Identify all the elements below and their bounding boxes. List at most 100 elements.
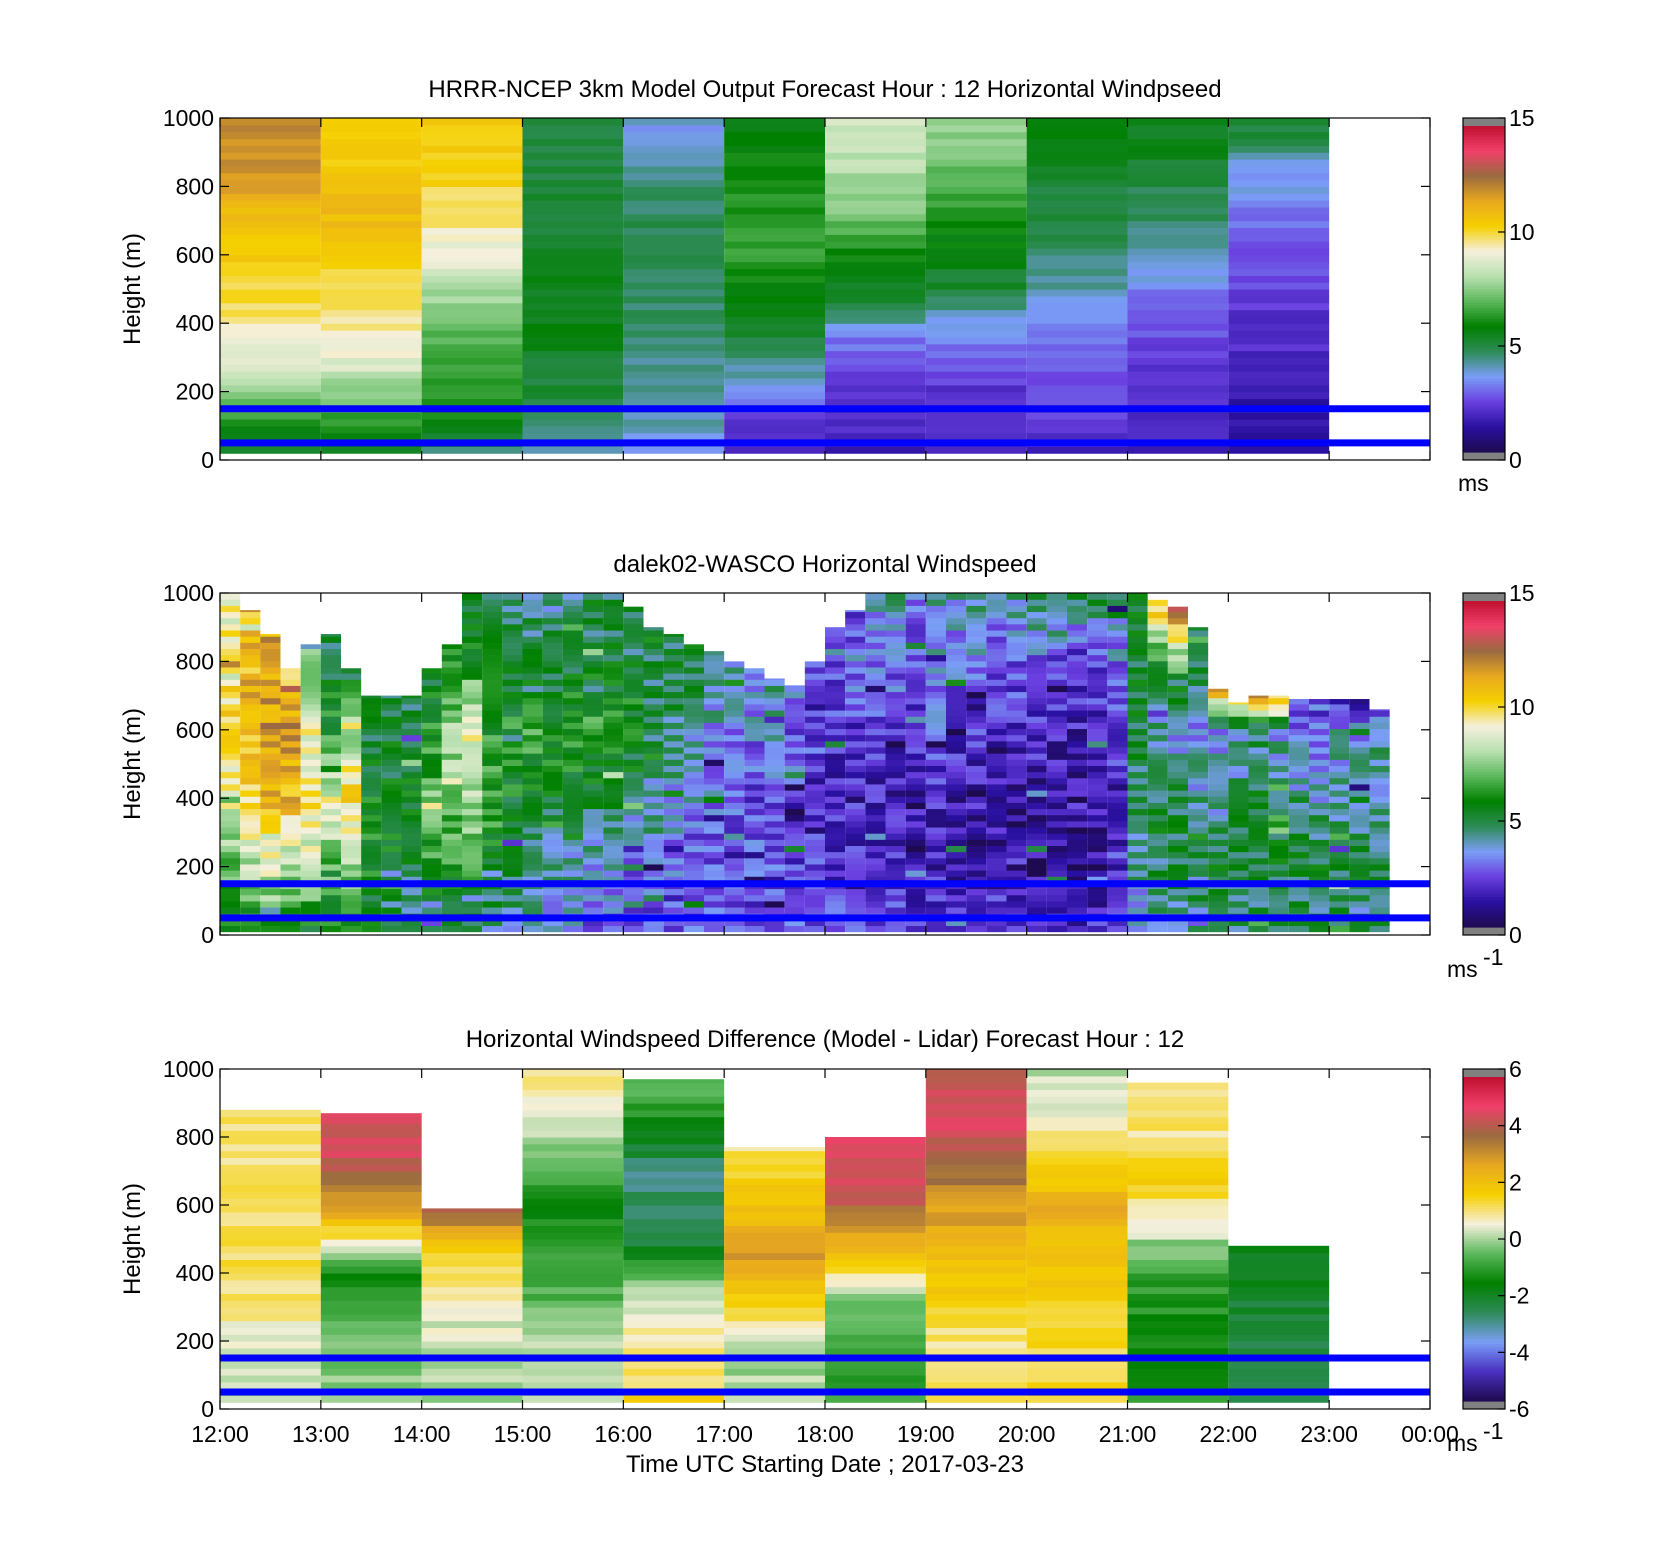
heatmap-cell: [320, 1307, 422, 1315]
heatmap-cell: [220, 919, 241, 927]
heatmap-cell: [724, 673, 745, 680]
heatmap-cell: [1228, 1375, 1330, 1383]
heatmap-cell: [825, 925, 846, 933]
heatmap-cell: [623, 418, 725, 427]
heatmap-cell: [1026, 1300, 1128, 1308]
heatmap-cell: [603, 623, 624, 631]
y-tick-label: 400: [176, 310, 214, 336]
heatmap-cell: [462, 740, 483, 748]
heatmap-cell: [905, 900, 926, 908]
heatmap-cell: [583, 648, 604, 656]
heatmap-cell: [260, 814, 281, 822]
colorbar-swatch: [1463, 1217, 1505, 1221]
colorbar-swatch: [1463, 308, 1505, 312]
heatmap-column: [1309, 699, 1330, 933]
heatmap-cell: [885, 894, 906, 902]
heatmap-cell: [885, 697, 906, 705]
heatmap-cell: [1127, 1184, 1229, 1192]
heatmap-column: [1329, 699, 1350, 933]
heatmap-cell: [482, 629, 503, 637]
heatmap-cell: [925, 172, 1027, 181]
heatmap-cell: [885, 623, 906, 631]
heatmap-cell: [562, 826, 583, 834]
heatmap-cell: [946, 839, 967, 846]
heatmap-cell: [1107, 660, 1128, 668]
heatmap-cell: [1087, 839, 1108, 846]
heatmap-cell: [1127, 336, 1229, 345]
heatmap-cell: [522, 418, 624, 427]
heatmap-cell: [260, 709, 281, 717]
heatmap-cell: [320, 1123, 422, 1131]
heatmap-cell: [603, 765, 624, 773]
heatmap-cell: [1248, 851, 1269, 859]
heatmap-cell: [260, 636, 281, 643]
heatmap-cell: [623, 783, 644, 791]
heatmap-cell: [865, 796, 886, 803]
colorbar-swatch: [1463, 658, 1505, 662]
heatmap-cell: [522, 660, 543, 668]
heatmap-cell: [260, 634, 281, 637]
heatmap-cell: [623, 876, 644, 883]
heatmap-cell: [1026, 282, 1128, 290]
heatmap-cell: [1167, 826, 1188, 834]
colorbar-swatch: [1463, 430, 1505, 434]
heatmap-cell: [1026, 894, 1047, 902]
heatmap-cell: [865, 679, 886, 686]
heatmap-cell: [946, 900, 967, 908]
heatmap-cell: [845, 642, 866, 650]
heatmap-cell: [1167, 900, 1188, 908]
heatmap-cell: [1167, 648, 1188, 656]
heatmap-cell: [845, 629, 866, 637]
heatmap-cell: [1248, 777, 1269, 785]
heatmap-cell: [260, 679, 281, 686]
heatmap-cell: [1369, 826, 1390, 834]
heatmap-cell: [905, 685, 926, 693]
heatmap-cell: [1087, 919, 1108, 927]
heatmap-cell: [1208, 728, 1229, 736]
heatmap-cell: [603, 654, 624, 662]
heatmap-cell: [240, 925, 261, 933]
heatmap-cell: [1268, 906, 1289, 914]
heatmap-cell: [704, 753, 725, 760]
heatmap-cell: [462, 636, 483, 643]
heatmap-cell: [1147, 642, 1168, 650]
heatmap-cell: [925, 309, 1027, 317]
heatmap-cell: [1046, 783, 1067, 791]
heatmap-cell: [1127, 1347, 1229, 1356]
heatmap-cell: [1309, 796, 1330, 803]
heatmap-cell: [1208, 876, 1229, 883]
heatmap-cell: [744, 925, 765, 933]
heatmap-cell: [1369, 740, 1390, 748]
heatmap-cell: [744, 691, 765, 699]
heatmap-cell: [1067, 642, 1088, 650]
heatmap-cell: [925, 666, 946, 674]
heatmap-cell: [1107, 765, 1128, 773]
heatmap-cell: [865, 900, 886, 908]
heatmap-cell: [1127, 124, 1229, 133]
heatmap-cell: [542, 709, 563, 717]
heatmap-cell: [986, 870, 1007, 877]
heatmap-cell: [1127, 398, 1229, 406]
colorbar-swatch: [1463, 1349, 1505, 1353]
heatmap-cell: [825, 629, 846, 637]
heatmap-cell: [220, 206, 321, 215]
heatmap-cell: [623, 186, 725, 194]
heatmap-cell: [421, 357, 523, 365]
heatmap-cell: [643, 845, 664, 853]
heatmap-cell: [401, 777, 422, 785]
colorbar-swatch: [1463, 335, 1505, 339]
heatmap-cell: [603, 685, 624, 693]
heatmap-cell: [280, 826, 301, 834]
heatmap-cell: [401, 709, 422, 717]
heatmap-cell: [1329, 814, 1350, 822]
colorbar-swatch: [1463, 1239, 1505, 1243]
colorbar-swatch: [1463, 261, 1505, 266]
heatmap-cell: [905, 851, 926, 859]
heatmap-cell: [1188, 753, 1209, 760]
heatmap-cell: [966, 851, 987, 859]
heatmap-cell: [724, 384, 825, 393]
heatmap-cell: [361, 722, 382, 730]
heatmap-cell: [1006, 919, 1027, 927]
heatmap-cell: [341, 673, 362, 680]
heatmap-cell: [1147, 740, 1168, 748]
